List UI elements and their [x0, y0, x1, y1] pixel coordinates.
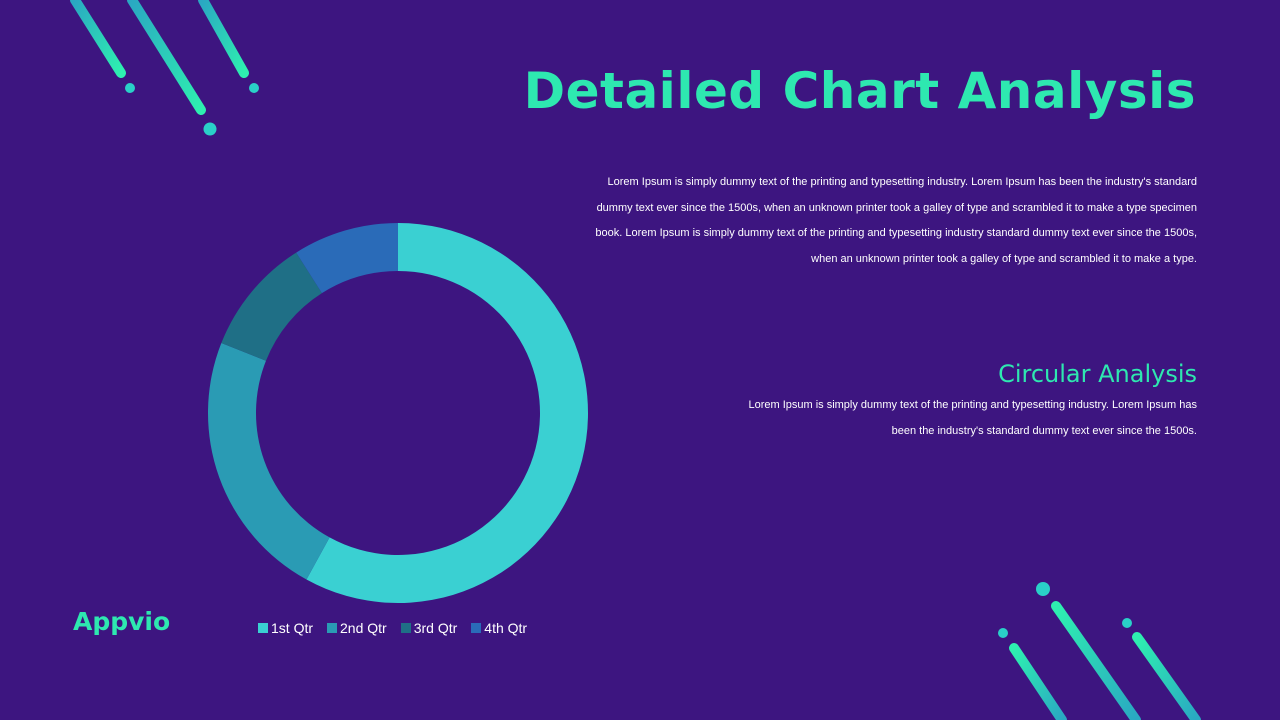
doughnut-chart	[208, 223, 588, 603]
legend-label: 2nd Qtr	[340, 620, 387, 636]
legend-label: 4th Qtr	[484, 620, 528, 636]
legend-swatch	[400, 623, 411, 633]
chart-legend: 1st Qtr 2nd Qtr 3rd Qtr 4th Qtr	[258, 620, 527, 636]
donut-slice-1	[306, 223, 588, 603]
donut-slice-4	[296, 223, 398, 294]
section-paragraph: Lorem Ipsum is simply dummy text of the …	[748, 399, 1197, 437]
legend-item-2: 2nd Qtr	[327, 620, 387, 636]
legend-swatch	[327, 623, 338, 633]
donut-slice-3	[221, 252, 322, 361]
brand-logo: Appvio	[73, 607, 171, 636]
legend-label: 3rd Qtr	[413, 620, 458, 636]
intro-paragraph: Lorem Ipsum is simply dummy text of the …	[595, 176, 1197, 265]
section-subtitle: Circular Analysis	[998, 360, 1197, 388]
donut-slice-2	[208, 343, 330, 580]
page-title: Detailed Chart Analysis	[523, 62, 1196, 120]
legend-swatch	[471, 623, 482, 633]
legend-item-3: 3rd Qtr	[400, 620, 458, 636]
legend-swatch	[258, 623, 268, 633]
legend-label: 1st Qtr	[271, 620, 314, 636]
legend-item-1: 1st Qtr	[258, 620, 313, 636]
legend-item-4: 4th Qtr	[471, 620, 527, 636]
